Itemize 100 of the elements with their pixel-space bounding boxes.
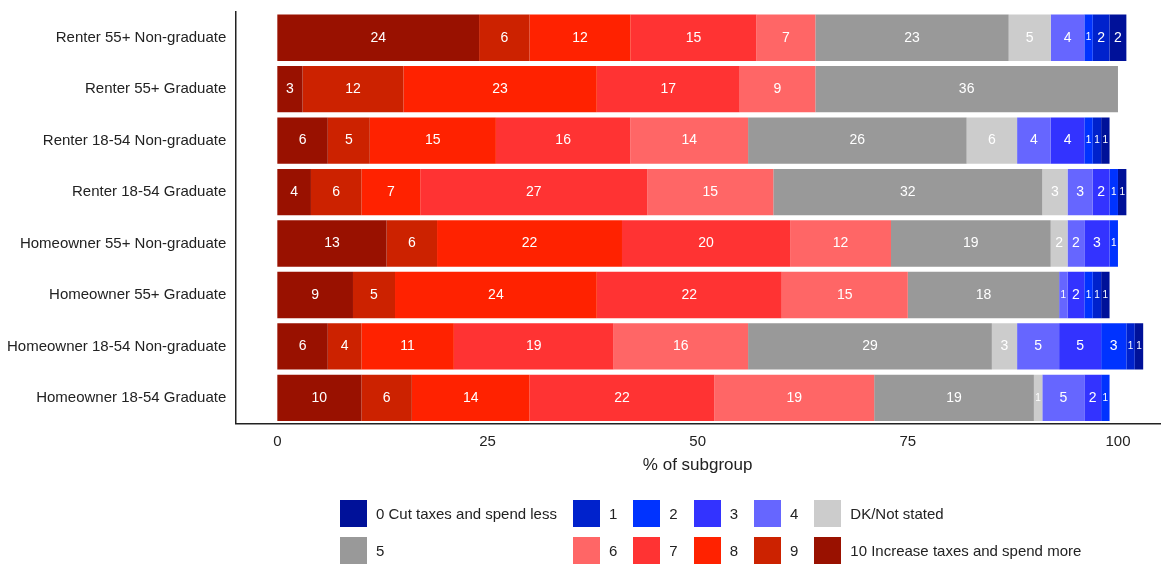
bar	[1042, 374, 1085, 422]
data-label: 7	[386, 182, 395, 199]
bar	[1126, 323, 1135, 370]
bar	[630, 117, 749, 164]
bar	[495, 117, 631, 164]
bar	[630, 14, 757, 61]
bar	[748, 323, 992, 370]
legend-label: 1	[608, 505, 618, 522]
bar	[756, 14, 816, 61]
data-label: 22	[681, 285, 698, 302]
bar	[1084, 14, 1093, 61]
bar	[966, 117, 1018, 164]
legend-label: 2	[669, 505, 678, 522]
data-label: 19	[786, 388, 803, 405]
bar	[907, 271, 1060, 319]
bar	[1134, 323, 1144, 370]
bar	[529, 374, 715, 422]
legend-label: 7	[669, 542, 678, 559]
bar	[596, 66, 740, 113]
data-label: 11	[400, 337, 416, 354]
data-label: 1	[1110, 237, 1117, 249]
data-label: 6	[298, 337, 307, 354]
bar	[621, 220, 791, 267]
data-label: 6	[332, 182, 341, 199]
bar	[714, 374, 875, 422]
data-label: 36	[958, 80, 975, 97]
bar	[1101, 271, 1110, 319]
bar	[361, 168, 421, 216]
data-label: 2	[1072, 234, 1081, 251]
data-label: 6	[407, 234, 416, 251]
bar	[891, 220, 1051, 267]
bar	[1084, 117, 1093, 164]
data-label: 12	[572, 28, 588, 45]
data-label: 1	[1136, 340, 1143, 352]
data-label: 10	[311, 388, 328, 405]
data-label: 23	[904, 28, 921, 45]
data-label: 3	[286, 80, 295, 97]
data-label: 16	[673, 337, 689, 354]
data-label: 22	[521, 234, 538, 251]
data-label: 5	[344, 131, 353, 148]
bar	[369, 117, 496, 164]
data-label: 2	[1097, 28, 1106, 45]
data-label: 1	[1060, 288, 1067, 300]
bar	[1101, 117, 1110, 164]
data-label: 24	[370, 28, 387, 45]
bar	[1050, 220, 1068, 267]
bar	[1017, 117, 1051, 164]
legend-label: 6	[608, 542, 618, 559]
data-label: 22	[614, 388, 630, 405]
bar	[352, 271, 396, 319]
bar	[1017, 323, 1060, 370]
legend-label: 10 Increase taxes and spend more	[850, 542, 1082, 559]
data-label: 20	[698, 234, 715, 251]
bar	[1042, 168, 1068, 216]
legend-label: 8	[729, 542, 738, 559]
bar	[453, 323, 614, 370]
bar	[815, 66, 1118, 113]
bar	[596, 271, 782, 319]
legend-label: 3	[729, 505, 738, 522]
bar	[1117, 168, 1127, 216]
bar	[1084, 220, 1110, 267]
bar	[1092, 117, 1102, 164]
bar	[1084, 374, 1102, 422]
x-tick-label: 50	[689, 431, 706, 449]
data-label: 12	[345, 80, 361, 97]
bar	[1059, 323, 1102, 370]
bar	[395, 271, 597, 319]
data-label: 32	[900, 182, 916, 199]
x-axis-title: % of subgroup	[642, 455, 753, 475]
data-label: 1	[1085, 288, 1092, 300]
data-label: 14	[681, 131, 698, 148]
data-label: 12	[832, 234, 849, 251]
data-label: 4	[290, 182, 299, 199]
data-label: 2	[1097, 182, 1106, 199]
bar	[479, 14, 530, 61]
bar	[437, 220, 622, 267]
bar	[1084, 271, 1093, 319]
bar	[529, 14, 631, 61]
bar	[1101, 374, 1110, 422]
data-label: 19	[946, 388, 963, 405]
data-label: 7	[782, 28, 791, 45]
y-tick-label: Homeowner 18-54 Graduate	[36, 388, 227, 406]
bar	[327, 117, 370, 164]
data-label: 4	[1063, 28, 1072, 45]
data-label: 27	[525, 182, 542, 199]
data-label: 15	[702, 182, 719, 199]
x-tick-label: 0	[273, 431, 282, 449]
data-label: 1	[1110, 185, 1117, 197]
bar	[277, 66, 303, 113]
bar	[277, 220, 387, 267]
data-label: 18	[975, 285, 992, 302]
data-label: 3	[1093, 234, 1102, 251]
data-label: 5	[1076, 337, 1085, 354]
data-label: 9	[311, 285, 320, 302]
bar	[613, 323, 749, 370]
bar	[310, 168, 362, 216]
bar	[277, 14, 480, 61]
bar	[1109, 220, 1118, 267]
data-label: 5	[370, 285, 379, 302]
data-label: 9	[773, 80, 782, 97]
